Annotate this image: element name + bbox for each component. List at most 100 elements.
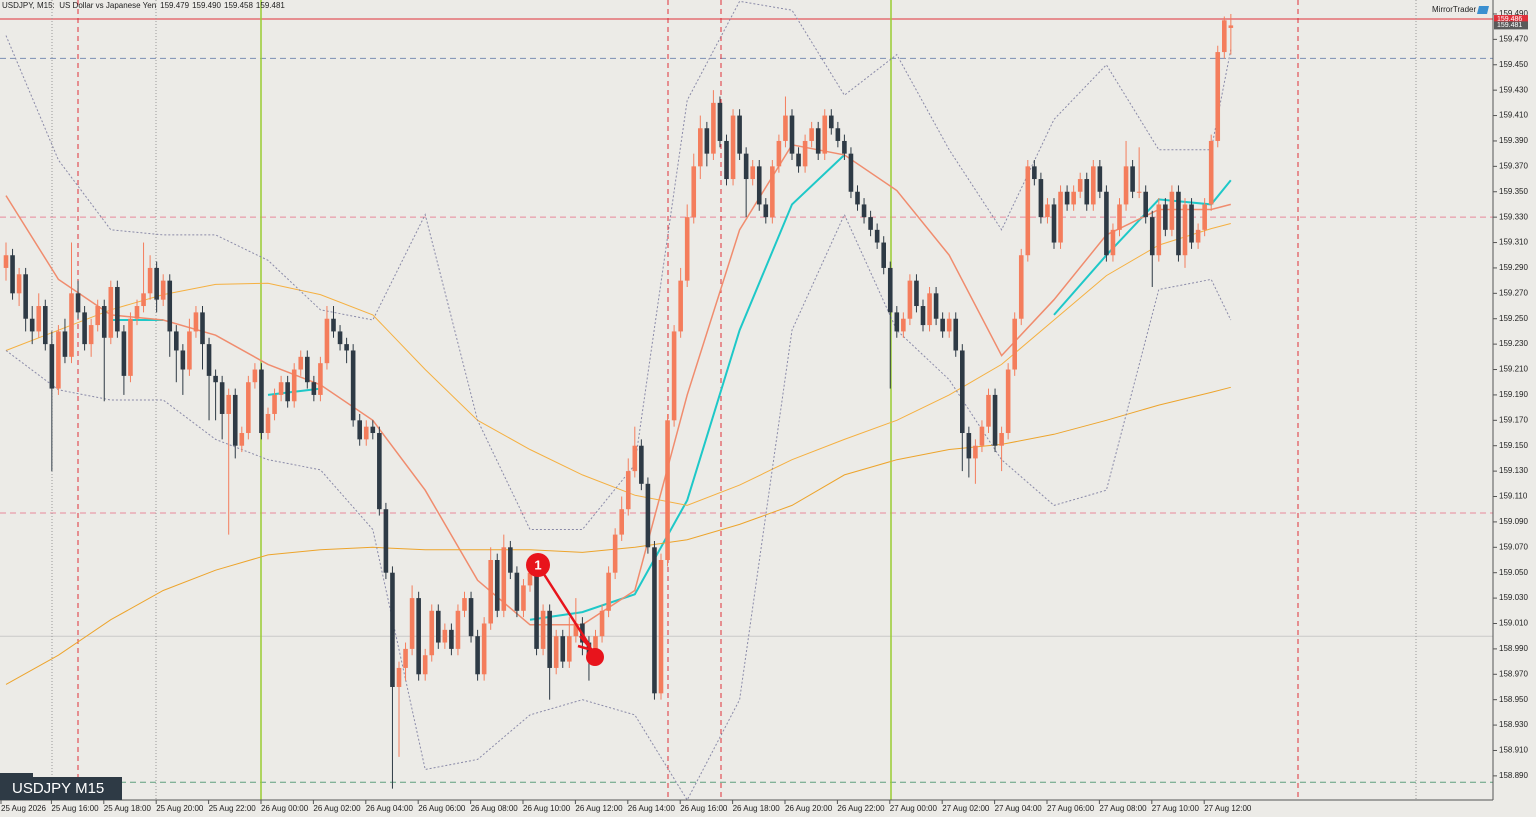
candle-body xyxy=(737,115,742,154)
candle-body xyxy=(409,598,415,649)
x-tick-label: 26 Aug 02:00 xyxy=(313,804,361,813)
candle-body xyxy=(1051,204,1057,243)
candle-body xyxy=(350,350,356,421)
candle-body xyxy=(553,636,559,668)
candle-body xyxy=(1182,204,1188,256)
candle-body xyxy=(914,280,919,307)
candle-body xyxy=(95,306,100,326)
candle-body xyxy=(442,629,448,643)
candle-body xyxy=(619,509,624,535)
candle-body xyxy=(285,382,290,402)
candle-body xyxy=(49,344,55,389)
x-tick-label: 26 Aug 00:00 xyxy=(261,804,309,813)
x-tick-label: 26 Aug 10:00 xyxy=(523,804,571,813)
candle-body xyxy=(226,394,231,414)
candle-body xyxy=(160,280,166,300)
candle-body xyxy=(324,318,330,364)
indicator-line xyxy=(5,386,1231,685)
candle-body xyxy=(534,572,539,649)
candle-body xyxy=(291,369,297,402)
candle-body xyxy=(311,382,317,395)
axes: 159.490 159.470 159.450 159.430 159.410 159.3… xyxy=(0,9,1528,813)
candles xyxy=(3,13,1234,789)
y-tick-label: 159.410 xyxy=(1499,111,1528,120)
indicator-line xyxy=(5,143,1231,626)
candle-body xyxy=(1045,204,1050,218)
candle-body xyxy=(29,318,35,332)
y-tick-label: 159.450 xyxy=(1499,60,1528,69)
x-tick-label: 26 Aug 20:00 xyxy=(785,804,833,813)
candle-body xyxy=(363,426,369,440)
candle-body xyxy=(907,280,913,319)
candle-body xyxy=(763,204,769,218)
x-tick-label: 27 Aug 02:00 xyxy=(942,804,990,813)
y-tick-label: 159.170 xyxy=(1499,415,1528,424)
y-tick-label: 159.050 xyxy=(1499,568,1528,577)
candle-body xyxy=(527,572,533,586)
price-tag-label: 159.481 xyxy=(1497,22,1522,29)
candle-body xyxy=(1097,166,1103,192)
y-tick-label: 159.310 xyxy=(1499,238,1528,247)
candle-body xyxy=(436,610,441,643)
candle-body xyxy=(422,655,428,675)
candle-body xyxy=(252,369,258,383)
candle-body xyxy=(547,610,552,668)
y-tick-label: 159.470 xyxy=(1499,34,1528,43)
candle-body xyxy=(494,560,500,611)
candle-body xyxy=(108,286,114,338)
candle-body xyxy=(193,312,199,332)
candle-body xyxy=(69,293,74,357)
y-tick-label: 159.370 xyxy=(1499,161,1528,170)
candle-body xyxy=(3,255,9,268)
candle-body xyxy=(219,382,225,414)
brand-icon xyxy=(1477,6,1489,14)
candle-body xyxy=(1195,229,1201,243)
candle-body xyxy=(213,375,218,383)
candle-body xyxy=(82,312,87,345)
candle-body xyxy=(842,140,847,154)
x-tick-label: 25 Aug 18:00 xyxy=(104,804,152,813)
candle-body xyxy=(986,394,991,427)
header: USDJPY, M15: US Dollar vs Japanese Yen 15… xyxy=(2,1,285,10)
candle-body xyxy=(383,509,389,573)
candle-body xyxy=(796,153,801,167)
candle-body xyxy=(344,344,349,351)
x-tick-label: 26 Aug 16:00 xyxy=(680,804,728,813)
candle-body xyxy=(855,191,860,205)
candle-body xyxy=(881,242,886,268)
candle-body xyxy=(730,115,736,180)
candle-body xyxy=(396,667,402,687)
candle-body xyxy=(946,318,952,332)
y-tick-label: 158.990 xyxy=(1499,644,1528,653)
y-tick-label: 159.490 xyxy=(1499,9,1528,18)
x-tick-label: 25 Aug 22:00 xyxy=(209,804,257,813)
x-tick-label: 26 Aug 08:00 xyxy=(471,804,519,813)
candle-body xyxy=(1130,166,1135,192)
candle-body xyxy=(711,102,716,154)
candle-body xyxy=(1110,229,1116,256)
y-tick-label: 159.190 xyxy=(1499,390,1528,399)
candle-body xyxy=(809,128,814,141)
price-tag xyxy=(1494,15,1528,24)
candle-body xyxy=(671,331,677,421)
x-tick-label: 27 Aug 12:00 xyxy=(1204,804,1252,813)
candle-body xyxy=(815,128,821,154)
candle-body xyxy=(521,585,526,611)
candle-body xyxy=(567,636,572,662)
candle-body xyxy=(717,102,723,141)
candle-body xyxy=(1208,140,1214,205)
candle-body xyxy=(1202,204,1207,230)
candle-body xyxy=(475,636,480,675)
candle-body xyxy=(743,153,749,180)
candle-body xyxy=(992,394,998,446)
candle-body xyxy=(953,318,959,351)
y-tick-label: 159.390 xyxy=(1499,136,1528,145)
candle-body xyxy=(331,318,336,332)
candle-body xyxy=(1005,369,1011,434)
x-tick-label: 26 Aug 18:00 xyxy=(733,804,781,813)
watermark: USDJPY M15 xyxy=(12,780,104,797)
candle-body xyxy=(835,128,841,141)
y-tick-label: 159.010 xyxy=(1499,619,1528,628)
candle-body xyxy=(239,433,245,446)
